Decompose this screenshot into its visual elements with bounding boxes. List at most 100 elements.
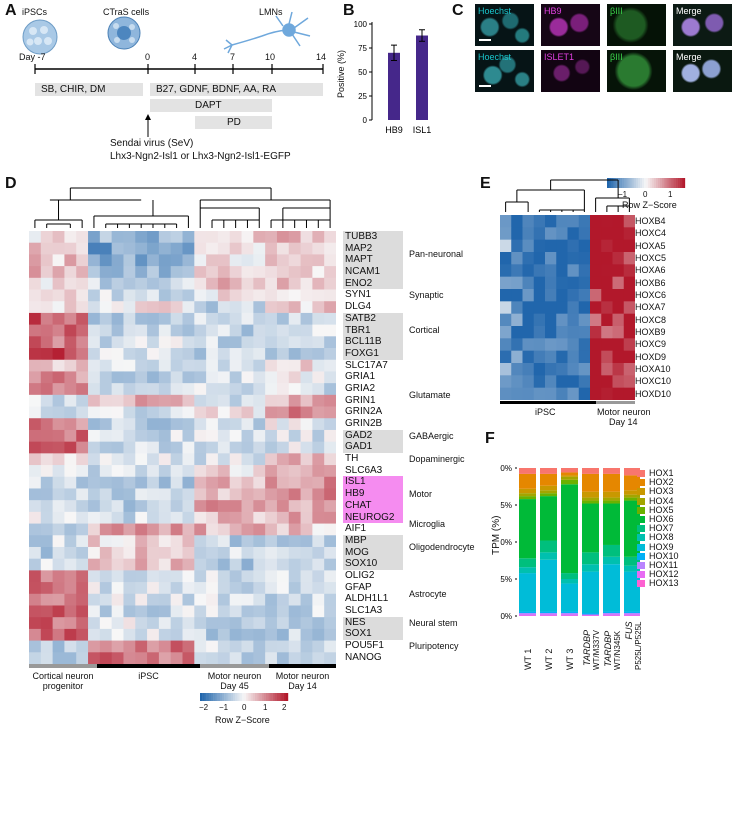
heatmap-d-cell (194, 640, 207, 653)
heatmap-d-cell (253, 546, 266, 560)
hox-gene-label: HOXC5 (635, 252, 667, 263)
heatmap-d-cell (265, 301, 278, 314)
heatmap-e-cell (533, 239, 546, 253)
heatmap-d-cell (206, 453, 219, 466)
f-legend-swatch (637, 561, 645, 569)
category-label: Pluripotency (409, 641, 459, 652)
heatmap-d-cell (52, 231, 65, 244)
legend-d-swatch (246, 693, 249, 701)
heatmap-d-cell (29, 406, 42, 419)
gene-label: SOX10 (343, 558, 403, 570)
heatmap-d-cell (123, 289, 136, 302)
legend-e-swatch (659, 178, 662, 188)
heatmap-d-cell (40, 652, 54, 665)
heatmap-d-cell (265, 593, 278, 606)
heatmap-d-cell (29, 465, 42, 478)
micrograph-row2-0: Hoechst (475, 50, 534, 92)
heatmap-d-cell (147, 570, 160, 583)
heatmap-d-cell (300, 605, 313, 618)
heatmap-e-cell (601, 276, 613, 290)
heatmap-d-cell (288, 301, 301, 314)
heatmap-d-cell (217, 406, 231, 419)
heatmap-d-cell (182, 441, 195, 454)
heatmap-d-cell (217, 640, 231, 653)
heatmap-e-cell (522, 387, 535, 400)
f-legend-label: HOX2 (649, 477, 674, 488)
panel-b-chart: 0 25 50 75 100 HB9 ISL1 (354, 20, 432, 135)
group-label-mn14: Motor neuron Day 14 (275, 671, 330, 691)
heatmap-d-cell (52, 429, 65, 443)
heatmap-d-cell (194, 312, 207, 326)
legend-d-swatch (202, 693, 205, 701)
micrograph-label: βIII (610, 6, 623, 16)
heatmap-d-cell (206, 511, 219, 524)
legend-e-swatch (665, 178, 668, 188)
micrograph-row2-2: βIII (607, 50, 666, 92)
f-stack-segment (624, 475, 640, 491)
heatmap-d-cell (29, 231, 42, 244)
f-stack-segment (582, 552, 599, 565)
heatmap-d-cell (300, 301, 313, 314)
heatmap-d-cell (88, 593, 101, 606)
heatmap-d-cell (253, 266, 266, 279)
heatmap-e-cell (567, 276, 580, 290)
heatmap-d-cell (182, 242, 195, 255)
f-legend-item: HOX8 (637, 533, 679, 542)
heatmap-d-cell (194, 500, 207, 513)
heatmap-d-cell (123, 535, 136, 548)
heatmap-d-cell (217, 429, 231, 443)
legend-d-swatch (226, 693, 229, 701)
heatmap-d-cell (88, 535, 101, 548)
f-stack-segment (519, 567, 536, 574)
heatmap-e-cell (590, 338, 602, 352)
heatmap-d-cell (147, 593, 160, 606)
legend-e-swatch (675, 178, 678, 188)
heatmap-d-cell (64, 312, 77, 326)
heatmap-e-cell (545, 252, 557, 265)
heatmap-d-cell (324, 324, 336, 337)
f-stack-segment (624, 565, 640, 572)
heatmap-d-cell (300, 453, 313, 466)
heatmap-e-cell (578, 252, 591, 265)
heatmap-e-cell (567, 264, 580, 278)
heatmap-d-cell (312, 254, 325, 267)
heatmap-d-cell (40, 500, 54, 513)
gene-label: SOX1 (343, 628, 403, 641)
heatmap-d-cell (276, 242, 290, 255)
heatmap-d-cell (111, 266, 124, 279)
heatmap-d-cell (312, 406, 325, 419)
heatmap-d-cell (182, 546, 195, 560)
heatmap-d-cell (147, 605, 160, 618)
heatmap-d-cell (324, 488, 336, 501)
heatmap-d-cell (111, 617, 124, 630)
heatmap-e-cell (590, 313, 602, 327)
heatmap-d-cell (123, 348, 136, 361)
legend-e-swatch (681, 178, 684, 188)
heatmap-d-cell (229, 277, 242, 290)
legend-d-swatch (261, 693, 264, 701)
heatmap-e-cell (578, 387, 591, 400)
heatmap-d-cell (123, 628, 136, 641)
f-legend-swatch (637, 470, 645, 478)
heatmap-d-cell (217, 394, 231, 407)
heatmap-d-cell (123, 231, 136, 244)
panel-f-legend: HOX1 HOX2 HOX3 HOX4 HOX5 HOX6 HOX7 HOX8 HOX9 HOX1… (637, 468, 679, 588)
legend-d-tick: −2 (199, 703, 209, 712)
f-stack-segment (561, 468, 578, 473)
hox-gene-label: HOXB9 (635, 326, 666, 337)
legend-e-swatch (618, 178, 621, 188)
heatmap-d-cell (170, 254, 183, 267)
heatmap-d-cell (99, 546, 113, 560)
gene-label: GRIA1 (345, 371, 376, 383)
category-label: Synaptic (409, 290, 444, 301)
heatmap-d-cell (88, 394, 101, 407)
heatmap-d-cell (99, 465, 113, 478)
heatmap-e-cell (556, 326, 568, 339)
heatmap-d-cell (135, 348, 148, 361)
group-label-cortical: Cortical neuron progenitor (32, 671, 94, 691)
f-stack-segment (519, 496, 536, 500)
heatmap-e-cell (567, 313, 580, 327)
heatmap-e-cell (556, 252, 568, 265)
heatmap-d-cell (111, 628, 124, 641)
heatmap-d-cell (206, 441, 219, 454)
